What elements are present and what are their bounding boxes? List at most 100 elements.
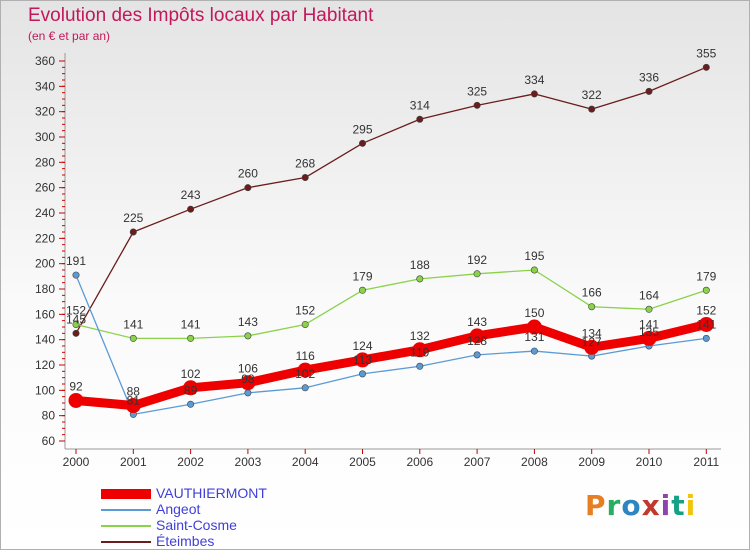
- data-label--teimbes: 336: [639, 70, 659, 84]
- data-point-saint-cosme: [244, 332, 252, 340]
- legend: VAUTHIERMONT Angeot Saint-Cosme Éteimbes: [101, 485, 361, 549]
- data-point--teimbes: [244, 184, 252, 192]
- data-label-vauthiermont: 141: [639, 317, 659, 331]
- data-label-vauthiermont: 106: [238, 362, 258, 376]
- data-label-vauthiermont: 143: [467, 315, 487, 329]
- data-point-vauthiermont: [469, 328, 485, 344]
- data-point-vauthiermont: [355, 352, 370, 368]
- data-point-saint-cosme: [358, 286, 366, 294]
- data-point--teimbes: [72, 329, 80, 337]
- data-label-saint-cosme: 188: [410, 258, 430, 272]
- data-label-vauthiermont: 132: [410, 329, 430, 343]
- data-label-vauthiermont: 102: [181, 367, 201, 381]
- data-point--teimbes: [301, 174, 309, 182]
- legend-swatch-vauthiermont: [101, 489, 151, 499]
- x-tick-label: 2008: [521, 455, 548, 469]
- data-point-saint-cosme: [588, 303, 596, 311]
- data-label-angeot: 135: [639, 325, 659, 339]
- y-tick-label: 220: [35, 231, 55, 245]
- series-line--teimbes: [75, 66, 707, 334]
- x-tick-label: 2009: [578, 455, 605, 469]
- data-point-vauthiermont: [297, 362, 313, 378]
- x-tick-label: 2002: [177, 455, 204, 469]
- legend-swatch-eteimbes: [101, 541, 151, 543]
- x-tick-label: 2011: [693, 455, 719, 469]
- legend-item-vauthiermont: VAUTHIERMONT: [101, 485, 361, 502]
- y-tick-label: 60: [42, 434, 56, 448]
- data-point--teimbes: [416, 115, 424, 123]
- data-point-saint-cosme: [530, 266, 538, 274]
- x-tick-label: 2006: [406, 455, 433, 469]
- series-line-angeot: [75, 274, 707, 416]
- data-point-saint-cosme: [702, 286, 710, 294]
- chart-subtitle: (en € et par an): [28, 29, 111, 43]
- data-label-vauthiermont: 116: [296, 349, 315, 363]
- logo-letter: t: [671, 489, 686, 522]
- logo-letter: o: [621, 489, 642, 522]
- data-point-angeot: [530, 347, 538, 355]
- data-label-saint-cosme: 166: [582, 286, 602, 300]
- data-label-saint-cosme: 179: [352, 269, 372, 283]
- data-point-angeot: [702, 334, 710, 342]
- logo-letter: i: [660, 489, 672, 522]
- data-label-saint-cosme: 179: [696, 269, 716, 283]
- data-label--teimbes: 355: [696, 46, 716, 60]
- logo-letter: P: [585, 489, 607, 522]
- data-point--teimbes: [645, 87, 653, 95]
- proxiti-logo: Proxiti: [585, 489, 696, 522]
- data-point-saint-cosme: [187, 334, 195, 342]
- y-tick-label: 240: [35, 206, 55, 220]
- data-point-vauthiermont: [526, 319, 542, 335]
- x-tick-label: 2005: [349, 455, 376, 469]
- y-tick-label: 200: [35, 257, 55, 271]
- legend-label-saint-cosme: Saint-Cosme: [156, 517, 237, 533]
- data-label-angeot: 89: [184, 383, 198, 397]
- data-point--teimbes: [530, 90, 538, 98]
- y-tick-label: 100: [35, 383, 55, 397]
- data-label--teimbes: 295: [352, 122, 372, 136]
- data-label-vauthiermont: 88: [127, 385, 141, 399]
- x-tick-label: 2001: [120, 455, 147, 469]
- data-point--teimbes: [702, 63, 710, 71]
- data-point-saint-cosme: [645, 305, 653, 313]
- data-label-angeot: 191: [66, 254, 86, 268]
- legend-item-angeot: Angeot: [101, 501, 361, 518]
- data-point-angeot: [244, 389, 252, 397]
- y-tick-label: 180: [35, 282, 55, 296]
- data-point--teimbes: [187, 205, 195, 213]
- data-label-angeot: 128: [467, 334, 487, 348]
- data-point--teimbes: [473, 101, 481, 109]
- x-tick-label: 2010: [636, 455, 663, 469]
- data-label-vauthiermont: 150: [524, 306, 544, 320]
- y-tick-label: 360: [35, 54, 55, 68]
- series-line-saint-cosme: [75, 269, 707, 340]
- data-label-angeot: 119: [410, 345, 429, 359]
- data-point-vauthiermont: [68, 392, 84, 408]
- data-point-vauthiermont: [641, 330, 657, 346]
- data-point-angeot: [72, 271, 80, 279]
- logo-letter: r: [606, 489, 622, 522]
- data-label--teimbes: 268: [295, 157, 315, 171]
- data-point-saint-cosme: [416, 275, 424, 283]
- y-tick-label: 140: [35, 333, 55, 347]
- legend-swatch-saint-cosme: [101, 525, 151, 527]
- data-point-saint-cosme: [72, 320, 80, 328]
- series-line-vauthiermont: [71, 319, 711, 411]
- data-label-vauthiermont: 92: [69, 379, 83, 393]
- data-label-angeot: 141: [696, 317, 716, 331]
- logo-letter: x: [641, 489, 661, 522]
- data-label-vauthiermont: 152: [696, 303, 716, 317]
- legend-label-eteimbes: Éteimbes: [156, 533, 215, 549]
- data-label--teimbes: 314: [410, 98, 430, 112]
- data-point-vauthiermont: [125, 398, 141, 414]
- y-tick-label: 300: [35, 130, 55, 144]
- y-tick-label: 340: [35, 79, 55, 93]
- data-label-vauthiermont: 124: [352, 339, 372, 353]
- data-point-vauthiermont: [240, 375, 256, 391]
- data-point-saint-cosme: [301, 320, 309, 328]
- y-tick-label: 260: [35, 181, 55, 195]
- data-label-angeot: 131: [524, 330, 544, 344]
- x-tick-label: 2004: [292, 455, 319, 469]
- data-label-angeot: 98: [241, 372, 255, 386]
